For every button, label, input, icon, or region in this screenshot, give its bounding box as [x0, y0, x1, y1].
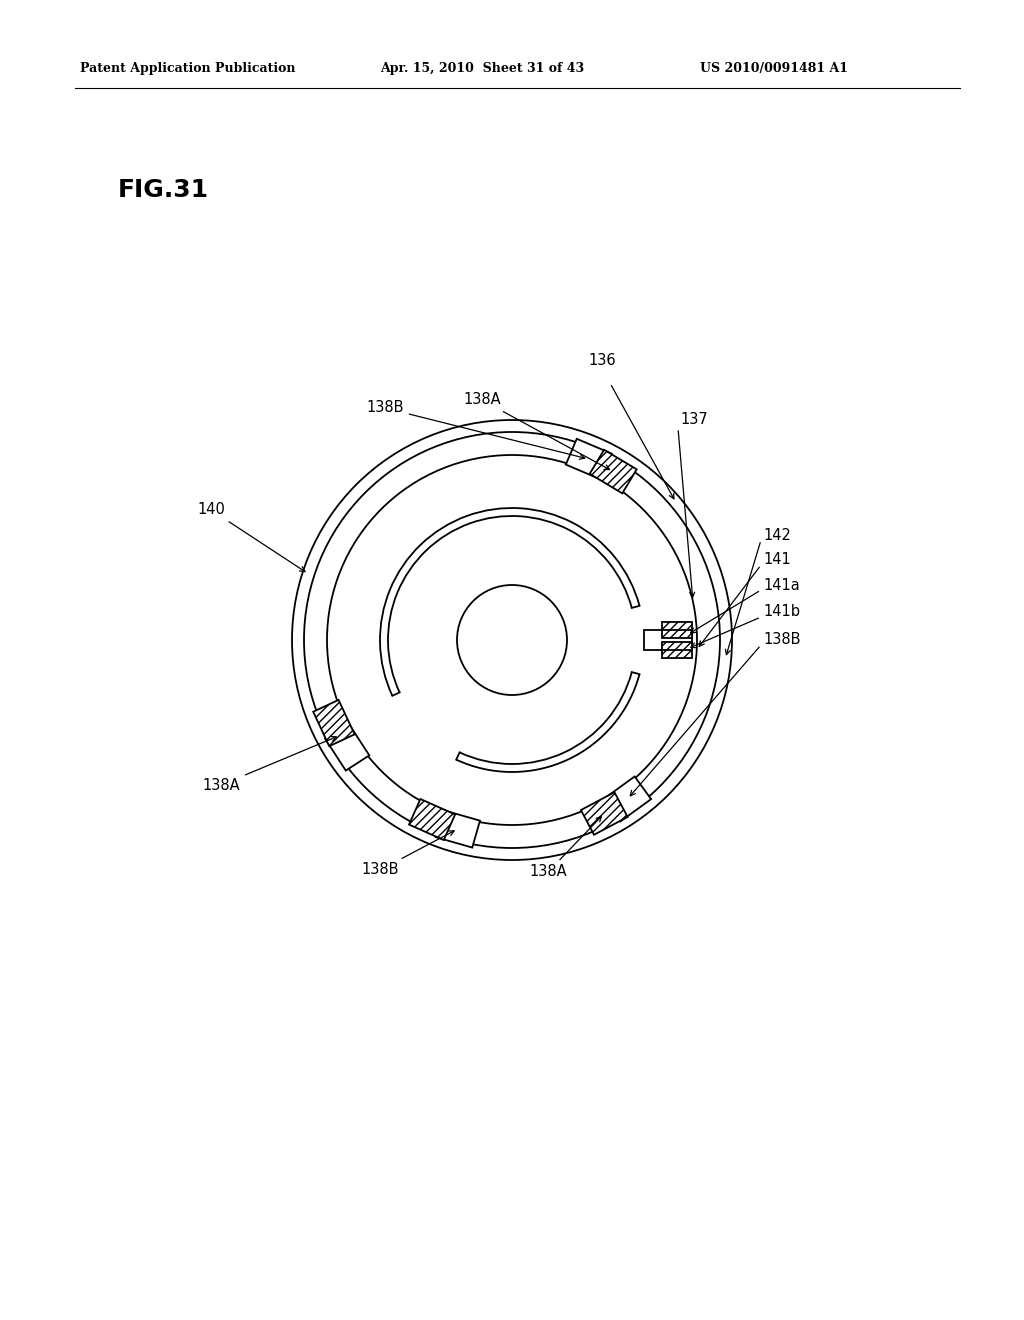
Text: FIG.31: FIG.31 [118, 178, 209, 202]
Text: 140: 140 [198, 503, 305, 572]
Text: 138A: 138A [463, 392, 609, 470]
Text: 138A: 138A [203, 737, 336, 792]
Text: 136: 136 [588, 352, 615, 368]
Text: 138B: 138B [367, 400, 585, 459]
Text: 138B: 138B [361, 830, 455, 878]
Polygon shape [590, 450, 637, 494]
Text: 141b: 141b [763, 605, 800, 619]
Polygon shape [581, 792, 628, 834]
Bar [662, 622, 692, 638]
Text: US 2010/0091481 A1: US 2010/0091481 A1 [700, 62, 848, 75]
Text: 141: 141 [763, 553, 791, 568]
Text: 137: 137 [680, 412, 708, 428]
Text: Apr. 15, 2010  Sheet 31 of 43: Apr. 15, 2010 Sheet 31 of 43 [380, 62, 584, 75]
Text: 142: 142 [763, 528, 791, 543]
Polygon shape [436, 810, 480, 847]
Bar [644, 630, 692, 649]
Circle shape [457, 585, 567, 696]
Polygon shape [409, 799, 455, 840]
Polygon shape [313, 700, 354, 746]
Polygon shape [325, 723, 370, 771]
Text: 138B: 138B [763, 632, 801, 648]
Text: Patent Application Publication: Patent Application Publication [80, 62, 296, 75]
Text: 141a: 141a [763, 578, 800, 593]
Polygon shape [604, 776, 651, 821]
Text: 138A: 138A [529, 817, 601, 879]
Polygon shape [566, 438, 611, 479]
Bar [662, 642, 692, 657]
